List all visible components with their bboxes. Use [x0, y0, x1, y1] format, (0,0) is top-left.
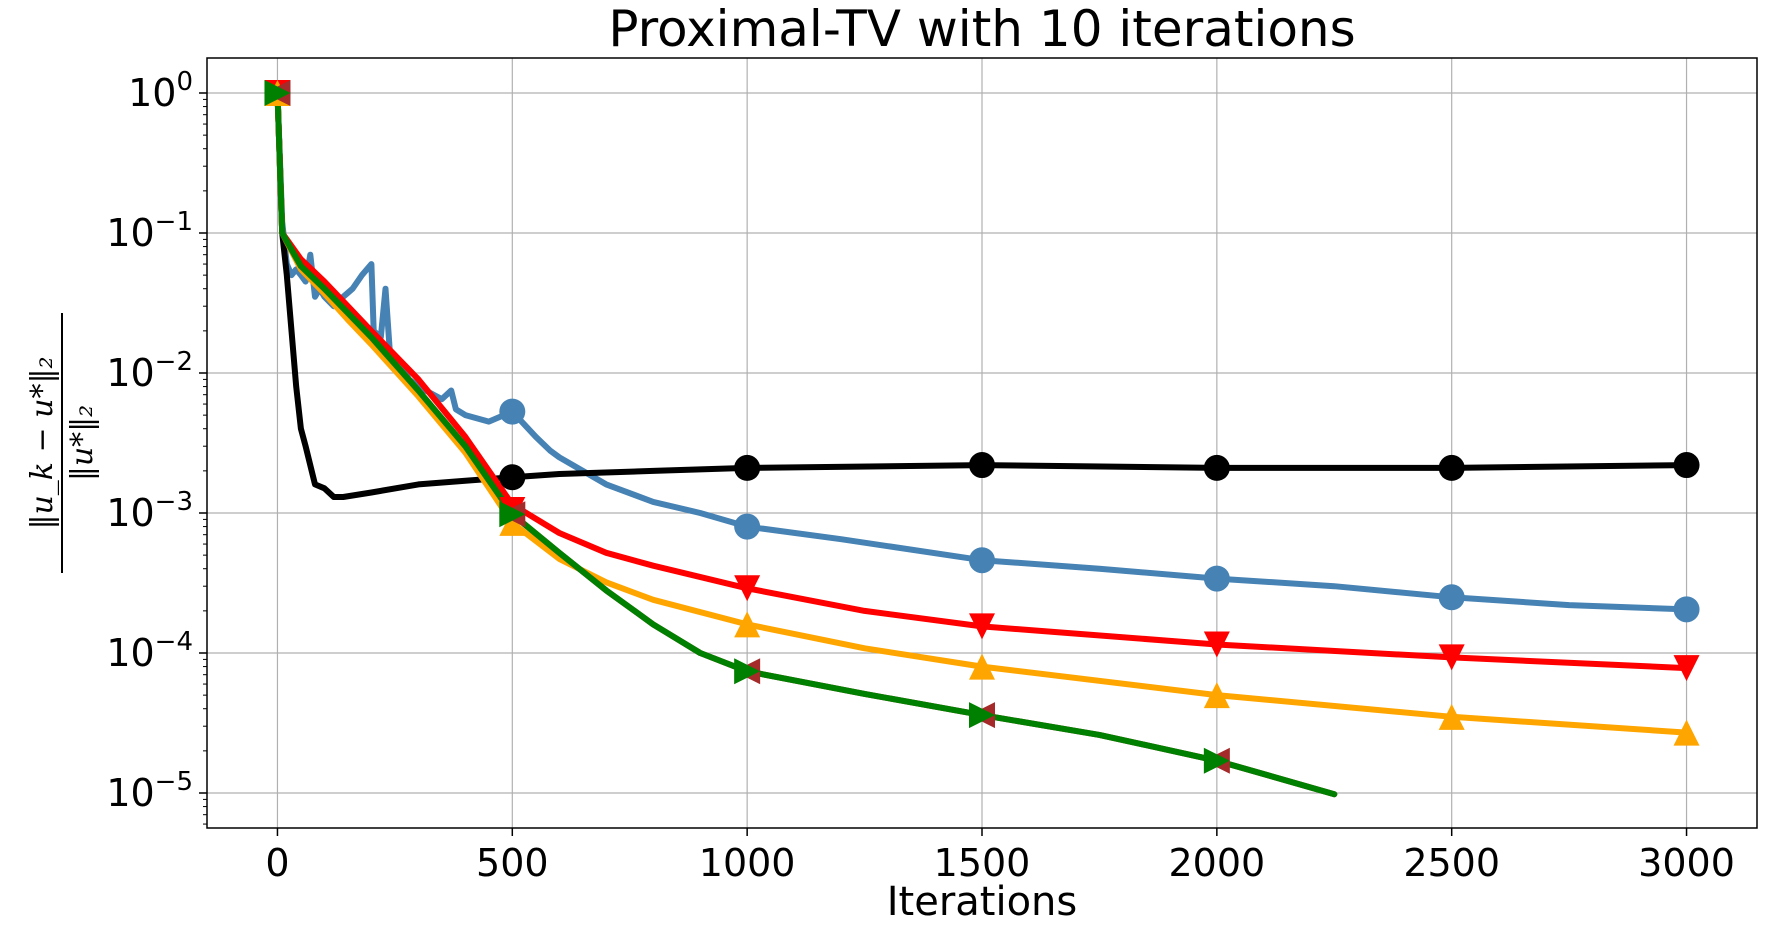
marker-steelblue-circle: [1203, 565, 1230, 592]
marker-black-circle: [499, 464, 526, 491]
series-line-orange-triangle-up: [274, 90, 1690, 736]
marker-black-circle: [1673, 452, 1700, 479]
marker-green-triangle-right: [499, 501, 526, 528]
marker-green-triangle-right: [1203, 747, 1230, 774]
x-axis-ticks: 0 500 1000 1500 2000 2500 3000: [265, 828, 1735, 885]
marker-green-triangle-right: [264, 80, 291, 106]
y-tick-label: 10−1: [106, 207, 193, 255]
marker-red-triangle-down: [969, 613, 995, 640]
marker-black-circle: [734, 454, 761, 481]
y-tick-label: 10−4: [106, 627, 193, 675]
x-tick-label: 0: [265, 841, 289, 885]
y-tick-label: 10−5: [106, 767, 193, 815]
marker-steelblue-circle: [734, 513, 761, 540]
marker-red-triangle-down: [1438, 644, 1465, 671]
marker-green-triangle-right: [969, 702, 995, 729]
marker-steelblue-circle: [499, 398, 526, 425]
x-axis-label: Iterations: [887, 879, 1078, 925]
marker-orange-triangle-up: [1438, 703, 1465, 730]
x-tick-label: 1500: [934, 841, 1031, 885]
marker-orange-triangle-up: [499, 509, 526, 536]
marker-black-circle: [1438, 454, 1465, 481]
series-layer: [274, 90, 1690, 798]
marker-orange-triangle-up: [1203, 682, 1230, 709]
grid: [207, 58, 1757, 828]
y-axis-label-numerator: ‖u_k − u*‖₂: [25, 356, 60, 529]
marker-black-circle: [969, 452, 995, 479]
series-line-red-triangle-down: [274, 90, 1690, 672]
marker-red-triangle-down: [734, 575, 761, 602]
marker-steelblue-circle: [1438, 584, 1465, 611]
marker-orange-triangle-up: [1673, 719, 1700, 746]
y-axis-ticks: 100 10−1 10−2 10−3 10−4 10−5: [106, 67, 207, 825]
y-axis-label: ‖u_k − u*‖₂ ‖u*‖₂: [25, 313, 100, 573]
marker-red-triangle-down: [1203, 631, 1230, 658]
x-tick-label: 2000: [1168, 841, 1265, 885]
marker-steelblue-circle: [969, 547, 995, 574]
y-tick-label: 100: [128, 67, 193, 115]
y-tick-label: 10−2: [106, 347, 193, 395]
x-tick-label: 2500: [1403, 841, 1500, 885]
x-tick-label: 1000: [699, 841, 796, 885]
marker-red-triangle-down: [1673, 655, 1700, 682]
chart-title: Proximal-TV with 10 iterations: [608, 0, 1355, 58]
y-tick-label: 10−3: [106, 487, 193, 535]
series-line-black-circle: [274, 90, 1690, 500]
marker-steelblue-circle: [1673, 596, 1700, 623]
x-tick-label: 3000: [1638, 841, 1735, 885]
marker-black-circle: [1203, 454, 1230, 481]
marker-layer: [264, 80, 1700, 774]
series-line-green-triangle-right: [274, 90, 1338, 798]
marker-orange-triangle-up: [734, 611, 761, 638]
y-axis-label-denominator: ‖u*‖₂: [65, 405, 100, 481]
marker-orange-triangle-up: [969, 653, 995, 680]
x-tick-label: 500: [476, 841, 549, 885]
marker-green-triangle-right: [734, 658, 761, 685]
